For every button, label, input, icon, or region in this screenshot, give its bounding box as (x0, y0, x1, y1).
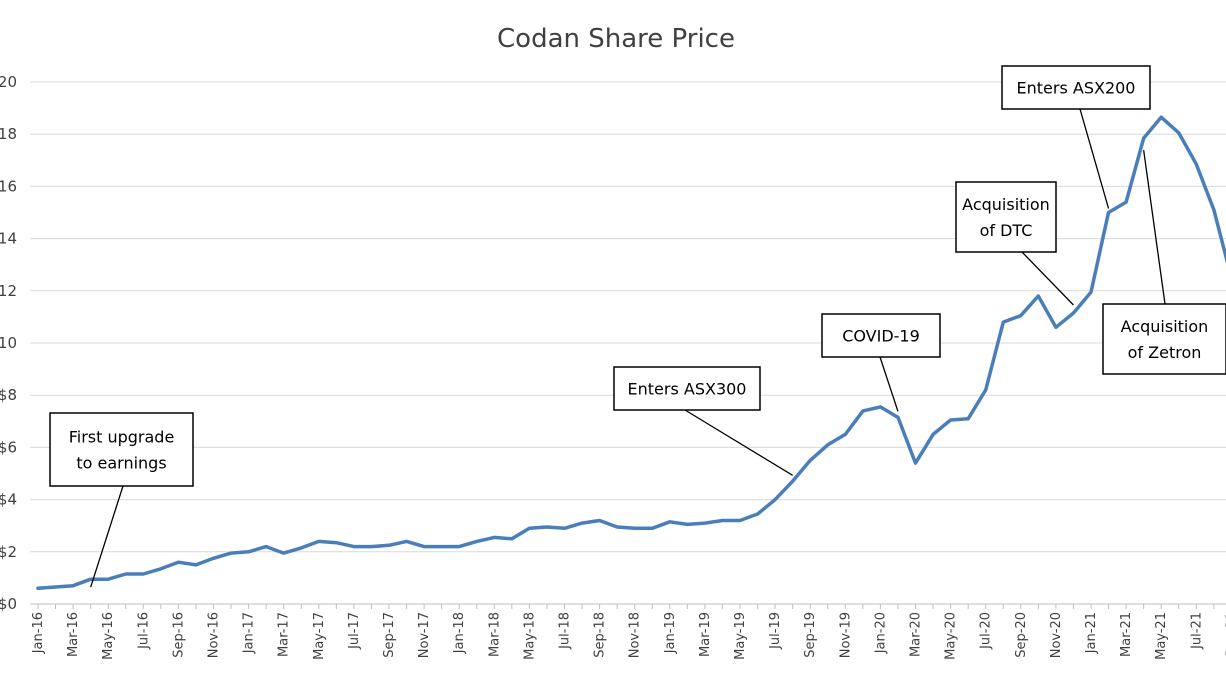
annotation-callout: Acquisition of Zetron (1102, 150, 1226, 375)
x-tick-label: Sep-17 (382, 612, 397, 658)
annotation-text: Acquisition (1121, 317, 1209, 336)
x-tick-label: Nov-17 (417, 612, 432, 658)
x-tick-label: Jul-16 (136, 612, 151, 650)
y-tick-label: $10 (0, 334, 17, 352)
x-tick-label: Nov-20 (1049, 612, 1064, 658)
annotation-leader-line (684, 409, 793, 476)
annotation-leader-line (879, 356, 899, 412)
annotation-box (1102, 303, 1226, 375)
x-tick-label: Mar-17 (277, 612, 292, 657)
y-tick-label: $2 (0, 543, 17, 561)
x-tick-label: Mar-16 (66, 612, 81, 657)
x-tick-label: Sep-19 (803, 612, 818, 658)
x-tick-label: Jul-19 (768, 612, 783, 650)
annotation-leader-line (1143, 150, 1166, 305)
x-tick-label: Mar-21 (1119, 612, 1134, 657)
annotation-text: Acquisition (962, 195, 1050, 214)
gridlines (30, 81, 1226, 605)
x-tick-label: Jul-21 (1189, 612, 1204, 650)
chart-title: Codan Share Price (497, 24, 735, 54)
y-tick-label: $16 (0, 177, 17, 195)
x-tick-label: Mar-19 (698, 612, 713, 657)
y-tick-label: $4 (0, 491, 17, 509)
annotation-text: Enters ASX200 (1017, 79, 1136, 98)
y-tick-label: $14 (0, 230, 17, 248)
annotation-box (955, 181, 1057, 253)
annotation-text: to earnings (76, 454, 166, 473)
x-tick-label: May-21 (1154, 612, 1169, 660)
annotation-callout: COVID-19 (821, 313, 941, 412)
annotation-text: Enters ASX300 (628, 380, 747, 399)
annotation-box (49, 412, 194, 487)
x-tick-label: Mar-20 (909, 612, 924, 657)
annotation-box (1001, 65, 1151, 110)
annotation-leader-line (1079, 108, 1110, 209)
x-tick-label: Nov-19 (838, 612, 853, 658)
annotation-leader-line (90, 485, 124, 588)
y-tick-label: $18 (0, 125, 17, 143)
x-tick-label: Sep-16 (171, 612, 186, 658)
series-area (36, 115, 1226, 591)
x-tick-label: Jul-17 (347, 612, 362, 650)
annotation-leader-line (1021, 251, 1074, 306)
annotation-callout: Acquisition of DTC (955, 181, 1074, 306)
x-tick-label: Jul-20 (979, 612, 994, 650)
x-tick-label: May-16 (101, 612, 116, 660)
x-tick-label: Jan-21 (1084, 612, 1099, 654)
annotation-callout: Enters ASX300 (613, 366, 793, 476)
y-tick-label: $12 (0, 282, 17, 300)
x-tick-label: Jan-18 (452, 612, 467, 654)
x-tick-label: Jan-16 (31, 612, 46, 654)
y-axis-ticks: $0 $2 $4 $6 $8 $10 $12 $14 $16 $18 $20 (0, 73, 17, 613)
x-tick-label: Sep-21 (1224, 612, 1226, 658)
x-tick-label: Nov-16 (207, 612, 222, 658)
y-tick-label: $8 (0, 386, 17, 404)
x-tick-label: Mar-18 (487, 612, 502, 657)
x-tick-label: Jan-19 (663, 612, 678, 654)
x-tick-label: May-19 (733, 612, 748, 660)
x-axis-ticks: Jan-16 Mar-16 May-16 Jul-16 Sep-16 Nov-16 Jan-… (31, 604, 1226, 660)
x-tick-label: Jan-20 (873, 612, 888, 654)
x-tick-label: May-20 (944, 612, 959, 660)
annotation-text: COVID-19 (842, 327, 920, 346)
annotation-text: of DTC (980, 221, 1033, 240)
annotation-text: First upgrade (69, 428, 175, 447)
x-tick-label: Sep-20 (1014, 612, 1029, 658)
annotation-text: of Zetron (1128, 343, 1202, 362)
x-tick-label: Nov-18 (628, 612, 643, 658)
annotation-box (613, 366, 761, 411)
annotations: First upgrade to earnings Enters ASX300 COV… (49, 65, 1226, 588)
x-tick-label: May-17 (312, 612, 327, 660)
x-tick-label: May-18 (522, 612, 537, 660)
annotation-callout: First upgrade to earnings (49, 412, 194, 588)
x-tick-label: Jan-17 (242, 612, 257, 654)
annotation-box (821, 313, 941, 358)
x-tick-label: Jul-18 (558, 612, 573, 650)
series-line-share-price (36, 115, 1226, 591)
annotation-callout: Enters ASX200 (1001, 65, 1151, 209)
y-tick-label: $0 (0, 595, 17, 613)
y-tick-label: $6 (0, 438, 17, 456)
x-tick-label: Sep-18 (593, 612, 608, 658)
y-tick-label: $20 (0, 73, 17, 91)
